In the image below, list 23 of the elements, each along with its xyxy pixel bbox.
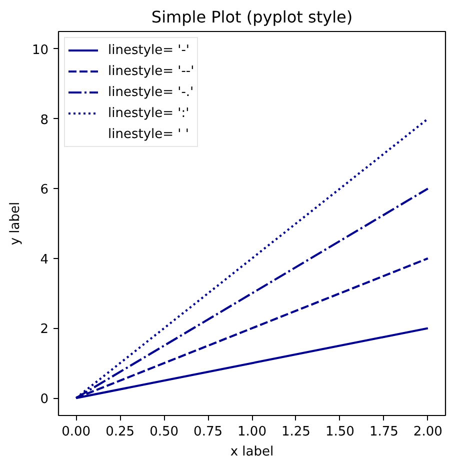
y-axis-title: y label (8, 202, 23, 246)
legend-label: linestyle= '-.' (108, 84, 194, 101)
x-tick-label: 0.25 (106, 424, 135, 440)
y-tick-label: 10 (32, 42, 49, 58)
y-tick-label: 2 (40, 322, 49, 338)
x-tick-label: 2.00 (413, 424, 442, 440)
y-tick-label: 6 (40, 182, 49, 198)
x-axis-title: x label (230, 444, 274, 460)
legend-label: linestyle= ':' (108, 104, 190, 122)
x-tick-label: 1.00 (238, 424, 266, 440)
y-tick-label: 4 (40, 252, 49, 268)
x-tick-label: 1.50 (325, 424, 354, 440)
legend-label: linestyle= '--' (108, 62, 194, 80)
x-tick-label: 1.25 (282, 424, 310, 440)
chart-title: Simple Plot (pyplot style) (151, 8, 353, 26)
y-tick-label: 8 (40, 112, 49, 128)
y-tick-label: 0 (40, 392, 49, 408)
text: linestyle= ' ' (108, 126, 189, 143)
x-tick-label: 0.00 (62, 424, 91, 440)
x-tick-label: 0.50 (150, 424, 179, 440)
x-tick-label: 0.75 (194, 424, 223, 440)
legend-label: linestyle= '-' (108, 42, 190, 59)
x-tick-label: 1.75 (369, 424, 398, 440)
